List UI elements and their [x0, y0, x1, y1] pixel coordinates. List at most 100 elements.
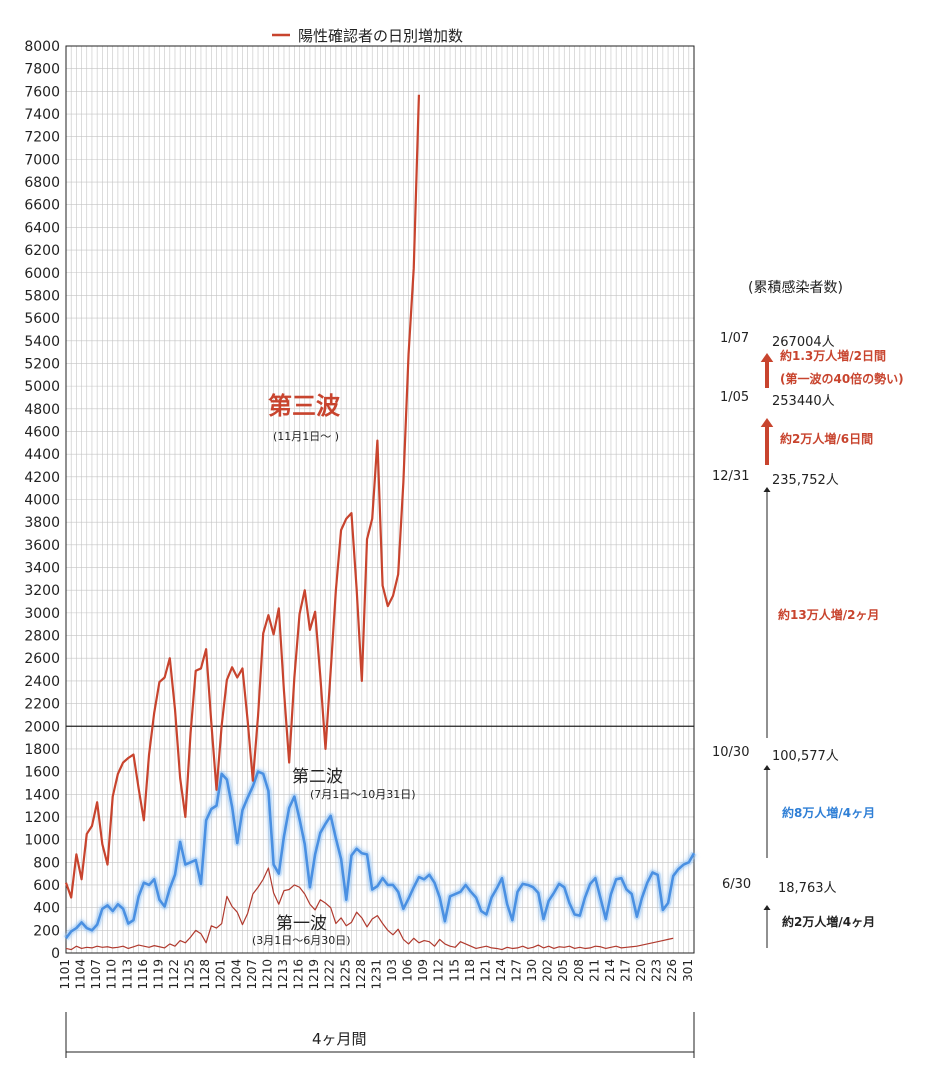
plot-frame: [65, 45, 695, 954]
x-tick-label: 109: [416, 959, 430, 982]
x-tick-label: 1122: [167, 959, 181, 990]
cumulative-count-0107: 267004人: [772, 335, 835, 350]
y-tick-label: 3600: [24, 538, 60, 554]
y-tick-label: 1000: [24, 833, 60, 849]
y-tick-label: 6800: [24, 175, 60, 191]
x-tick-label: 214: [603, 959, 617, 982]
x-tick-label: 127: [510, 959, 524, 982]
third-wave-period: (11月1日〜 ): [273, 430, 340, 443]
increment-2months: 約13万人増/2ヶ月: [778, 608, 880, 622]
x-tick-label: 1201: [214, 959, 228, 990]
cumulative-date-0105: 1/05: [720, 390, 750, 405]
x-tick-label: 103: [385, 959, 399, 982]
y-tick-label: 2600: [24, 651, 60, 667]
cumulative-date-0630: 6/30: [722, 877, 752, 892]
x-tick-label: 121: [478, 959, 492, 982]
x-tick-label: 202: [541, 959, 555, 982]
arrow-third-head: [763, 487, 771, 492]
y-tick-label: 1400: [24, 787, 60, 803]
y-tick-label: 600: [33, 878, 60, 894]
y-tick-label: 7000: [24, 152, 60, 168]
y-tick-label: 1800: [24, 742, 60, 758]
x-tick-label: 112: [432, 959, 446, 982]
horizontal-gridlines: [66, 45, 694, 954]
x-tick-label: 1216: [292, 959, 306, 990]
x-tick-label: 1210: [260, 959, 274, 990]
x-tick-label: 1125: [183, 959, 197, 990]
x-tick-label: 208: [572, 959, 586, 982]
y-tick-label: 3000: [24, 606, 60, 622]
y-tick-label: 8000: [24, 39, 60, 55]
y-tick-label: 200: [33, 923, 60, 939]
x-tick-label: 1113: [120, 959, 134, 990]
increment-4months-second: 約8万人増/4ヶ月: [782, 806, 876, 820]
y-tick-label: 5000: [24, 379, 60, 395]
y-tick-label: 6400: [24, 220, 60, 236]
x-tick-label: 1228: [354, 959, 368, 990]
y-tick-label: 1600: [24, 765, 60, 781]
y-tick-label: 4800: [24, 402, 60, 418]
y-tick-label: 4400: [24, 447, 60, 463]
second-wave-title: 第二波: [292, 767, 343, 787]
y-tick-label: 3800: [24, 515, 60, 531]
cumulative-count-1231: 235,752人: [772, 473, 839, 488]
increment-4months-first: 約2万人増/4ヶ月: [782, 915, 876, 929]
y-tick-label: 4200: [24, 470, 60, 486]
x-tick-label: 1222: [323, 959, 337, 990]
y-tick-label: 6200: [24, 243, 60, 259]
y-tick-label: 4000: [24, 493, 60, 509]
x-tick-label: 217: [619, 959, 633, 982]
y-axis-tick-labels: 0 200 400 600 800 1000 1200 1400 1600 1800 2000 220…: [24, 39, 60, 962]
cumulative-count-0105: 253440人: [772, 394, 835, 409]
x-tick-label: 130: [525, 959, 539, 982]
series-first-wave: [65, 867, 674, 951]
arrow-6days-head: [760, 418, 774, 427]
x-tick-label: 220: [634, 959, 648, 982]
x-tick-label: 1204: [229, 959, 243, 990]
x-tick-label: 211: [587, 959, 601, 982]
x-axis-tick-labels: 1101 1104 1107 1110 1113 1116 1119 1122 1125 1128…: [58, 959, 695, 990]
first-wave-period: (3月1日〜6月30日): [252, 934, 351, 947]
cumulative-count-1030: 100,577人: [772, 749, 839, 764]
series-third-wave: [64, 94, 421, 899]
x-tick-label: 1128: [198, 959, 212, 990]
x-tick-label: 1231: [369, 959, 383, 990]
first-wave-title: 第一波: [276, 914, 327, 934]
cumulative-date-1231: 12/31: [712, 469, 750, 484]
y-tick-label: 5600: [24, 311, 60, 327]
arrow-first-head: [763, 905, 771, 910]
x-tick-label: 1110: [105, 959, 119, 990]
increment-2days: 約1.3万人増/2日間: [780, 349, 886, 363]
x-tick-label: 301: [681, 959, 695, 982]
x-span-bracket: [65, 1012, 695, 1058]
x-span-label: 4ヶ月間: [312, 1030, 367, 1048]
plot-border: [65, 45, 695, 954]
x-tick-label: 1101: [58, 959, 72, 990]
x-tick-label: 205: [556, 959, 570, 982]
cumulative-date-1030: 10/30: [712, 745, 750, 760]
y-tick-label: 6600: [24, 198, 60, 214]
x-tick-label: 1213: [276, 959, 290, 990]
x-tick-label: 106: [401, 959, 415, 982]
series-layer: [63, 94, 697, 951]
y-tick-label: 3400: [24, 561, 60, 577]
x-tick-label: 1119: [151, 959, 165, 990]
y-tick-label: 6000: [24, 266, 60, 282]
y-tick-label: 2200: [24, 697, 60, 713]
third-wave-title: 第三波: [268, 392, 340, 420]
series-second-wave: [64, 770, 696, 940]
increment-6days: 約2万人増/6日間: [780, 432, 874, 446]
y-tick-label: 400: [33, 901, 60, 917]
x-tick-label: 115: [447, 959, 461, 982]
arrow-2days-head: [760, 353, 774, 362]
legend: 陽性確認者の日別増加数: [272, 27, 463, 45]
y-tick-label: 5400: [24, 334, 60, 350]
cumulative-date-0107: 1/07: [720, 331, 750, 346]
y-tick-label: 2000: [24, 719, 60, 735]
x-tick-label: 1225: [338, 959, 352, 990]
x-tick-label: 1207: [245, 959, 259, 990]
y-tick-label: 3200: [24, 583, 60, 599]
x-tick-label: 1107: [89, 959, 103, 990]
x-tick-label: 1104: [74, 959, 88, 990]
